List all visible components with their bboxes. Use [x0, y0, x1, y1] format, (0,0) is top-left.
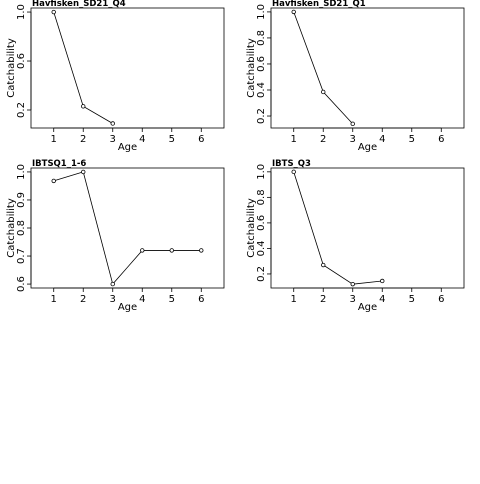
- y-axis-label: Catchability: [6, 38, 17, 98]
- line: [293, 171, 383, 285]
- y-tick-label: 0.9: [16, 192, 27, 208]
- point: [110, 121, 115, 126]
- x-tick-label: 2: [320, 134, 326, 145]
- x-tick-label: 5: [169, 294, 175, 305]
- x-tick-label: 1: [51, 294, 57, 305]
- panel-title: Havfisken_SD21_Q1: [272, 0, 366, 9]
- x-tick-label: 3: [110, 294, 116, 305]
- y-tick-label: 0.6: [16, 276, 27, 292]
- y-tick-label: 1.0: [16, 164, 27, 180]
- y-tick-label: 0.8: [16, 220, 27, 236]
- x-tick-label: 5: [409, 134, 415, 145]
- x-tick-label: 3: [350, 294, 356, 305]
- x-tick-label: 4: [139, 294, 145, 305]
- point: [169, 248, 174, 253]
- x-tick-label: 4: [379, 294, 385, 305]
- x-axis-label: Age: [358, 142, 377, 153]
- y-tick-label: 0.8: [256, 30, 267, 46]
- y-tick-label: 1.0: [256, 164, 267, 180]
- panel-title: IBTSQ1_1-6: [32, 159, 86, 169]
- x-tick-label: 6: [438, 134, 444, 145]
- x-tick-label: 5: [169, 134, 175, 145]
- y-tick-label: 0.2: [256, 108, 267, 124]
- x-tick-label: 4: [139, 134, 145, 145]
- point: [199, 248, 204, 253]
- point: [291, 9, 296, 15]
- plot-box: [270, 167, 465, 289]
- y-tick-label: 0.4: [256, 240, 267, 256]
- y-tick-label: 1.0: [256, 4, 267, 20]
- y-tick-label: 0.8: [256, 189, 267, 205]
- panel-title: IBTS_Q3: [272, 159, 311, 169]
- plot-box: [270, 7, 465, 129]
- point: [81, 104, 86, 109]
- y-tick-label: 0.2: [256, 266, 267, 282]
- x-tick-label: 1: [291, 294, 297, 305]
- x-tick-label: 2: [80, 134, 86, 145]
- plot-box: [30, 7, 225, 129]
- x-tick-label: 1: [51, 134, 57, 145]
- point: [380, 278, 385, 284]
- point: [321, 262, 326, 268]
- y-axis-label: Catchability: [6, 198, 17, 258]
- x-tick-label: 4: [379, 134, 385, 145]
- x-tick-label: 1: [291, 134, 297, 145]
- x-tick-label: 6: [198, 134, 204, 145]
- x-axis-label: Age: [358, 302, 377, 313]
- y-tick-label: 0.6: [256, 56, 267, 72]
- line: [293, 11, 354, 125]
- x-tick-label: 3: [350, 134, 356, 145]
- point: [51, 178, 56, 184]
- y-tick-label: 0.6: [256, 215, 267, 231]
- x-tick-label: 2: [80, 294, 86, 305]
- line: [53, 171, 202, 285]
- y-axis-label: Catchability: [246, 38, 257, 98]
- x-tick-label: 5: [409, 294, 415, 305]
- y-tick-label: 0.7: [16, 248, 27, 264]
- y-tick-label: 0.2: [16, 102, 27, 118]
- point: [291, 169, 296, 175]
- point: [321, 89, 326, 95]
- point: [350, 281, 355, 287]
- y-tick-label: 1.0: [16, 4, 27, 20]
- x-axis-label: Age: [118, 302, 137, 313]
- x-tick-label: 2: [320, 294, 326, 305]
- x-axis-label: Age: [118, 142, 137, 153]
- panel-title: Havfisken_SD21_Q4: [32, 0, 126, 9]
- point: [81, 169, 86, 175]
- y-axis-label: Catchability: [246, 198, 257, 258]
- point: [51, 9, 56, 15]
- point: [140, 248, 145, 253]
- x-tick-label: 6: [438, 294, 444, 305]
- x-tick-label: 3: [110, 134, 116, 145]
- y-tick-label: 0.6: [16, 53, 27, 69]
- y-tick-label: 0.4: [256, 82, 267, 98]
- point: [110, 281, 115, 287]
- point: [350, 121, 355, 127]
- x-tick-label: 6: [198, 294, 204, 305]
- plot-box: [30, 167, 225, 289]
